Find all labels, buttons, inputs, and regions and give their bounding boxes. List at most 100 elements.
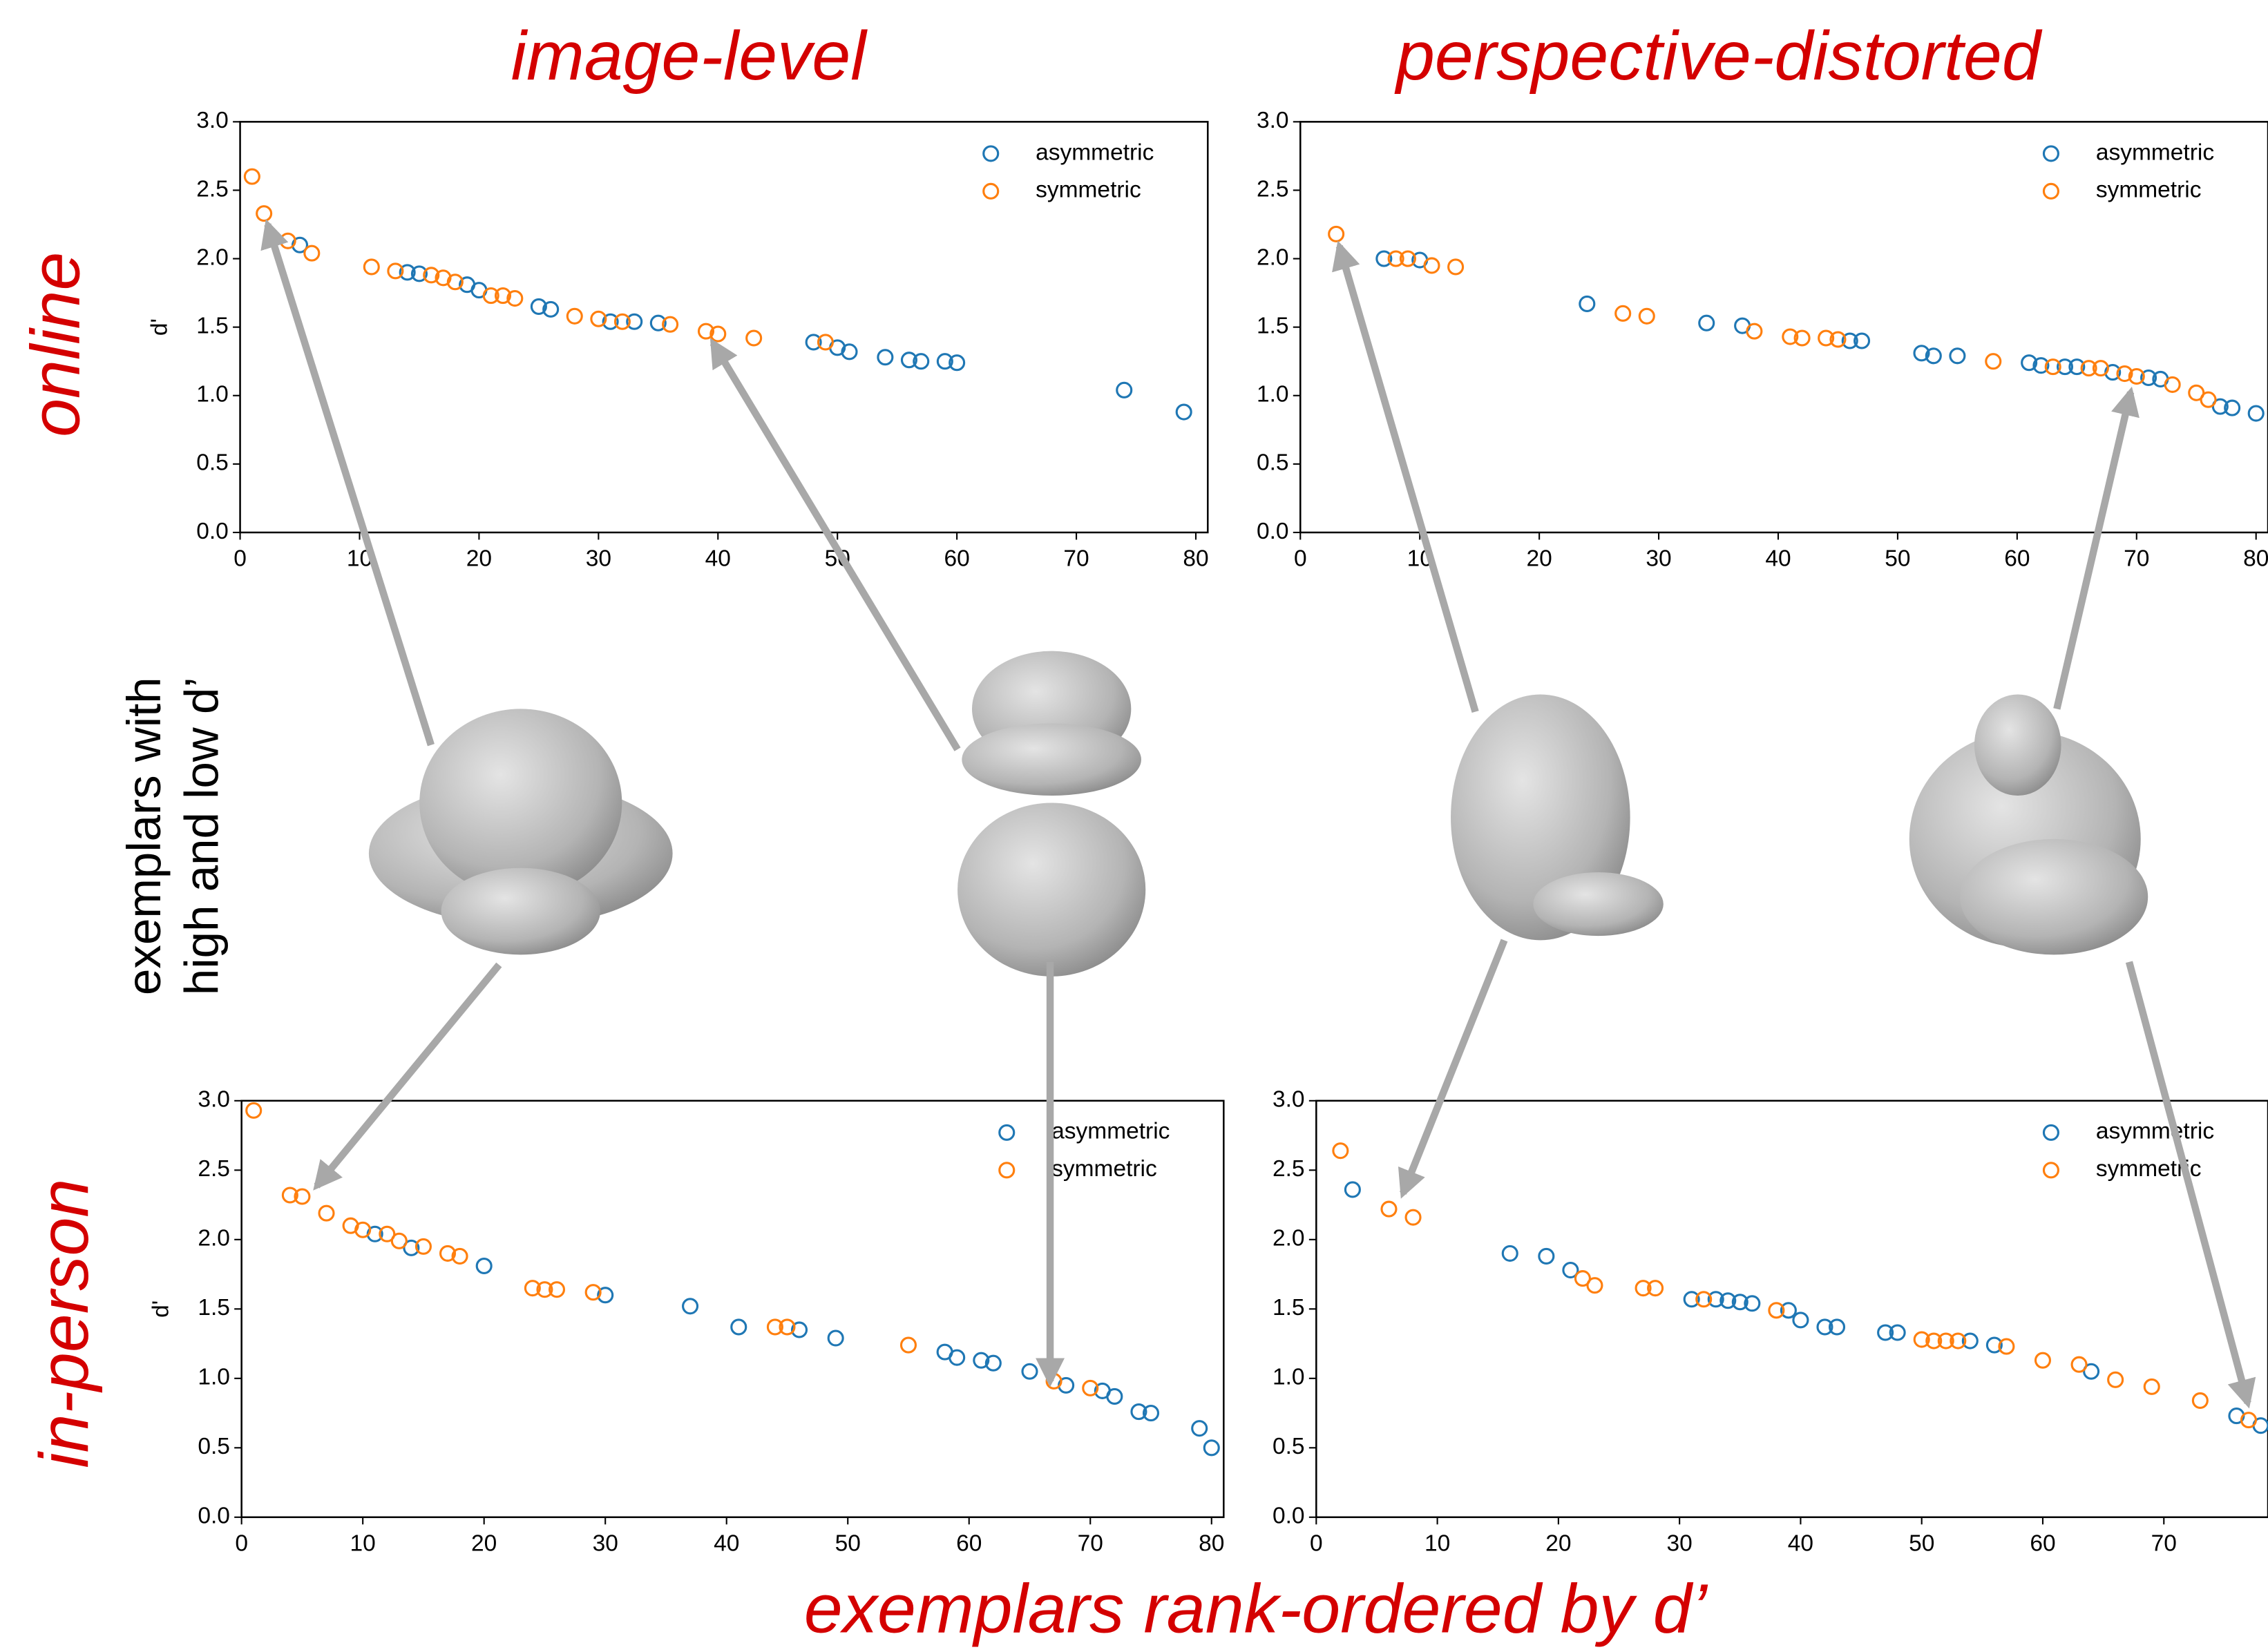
x-tick-label: 30 xyxy=(1667,1530,1693,1556)
x-tick-label: 40 xyxy=(1765,546,1791,572)
scatter-point xyxy=(1950,349,1965,363)
middle-label: exemplars with xyxy=(117,677,171,995)
y-tick-label: 0.0 xyxy=(1273,1504,1305,1529)
shape xyxy=(369,709,673,954)
x-tick-label: 0 xyxy=(1294,546,1307,572)
scatter-point xyxy=(245,169,259,184)
scatter-point xyxy=(1176,405,1191,419)
x-tick-label: 70 xyxy=(2151,1530,2177,1556)
scatter-point xyxy=(1382,1202,1396,1216)
scatter-point xyxy=(2193,1394,2207,1408)
y-tick-label: 2.0 xyxy=(1257,244,1289,270)
y-tick-label: 2.5 xyxy=(196,176,229,202)
scatter-point xyxy=(2072,1357,2086,1372)
subplot: 0.00.51.01.52.02.53.001020304050607080d'… xyxy=(148,1087,1224,1557)
middle-label: high and low d’ xyxy=(175,677,229,995)
legend-marker xyxy=(2043,1125,2058,1140)
scatter-point xyxy=(364,260,379,274)
arrow xyxy=(1403,940,1505,1193)
y-tick-label: 1.0 xyxy=(198,1365,230,1390)
legend-marker xyxy=(1000,1163,1014,1178)
arrow xyxy=(713,343,957,749)
x-tick-label: 20 xyxy=(1545,1530,1571,1556)
legend-marker xyxy=(2043,184,2058,198)
x-tick-label: 70 xyxy=(1063,546,1089,572)
y-tick-label: 1.5 xyxy=(1257,313,1289,338)
x-tick-label: 10 xyxy=(350,1530,376,1556)
y-tick-label: 2.0 xyxy=(196,244,229,270)
x-tick-label: 50 xyxy=(835,1530,861,1556)
y-tick-label: 3.0 xyxy=(1273,1087,1305,1113)
figure: image-level perspective-distorted online… xyxy=(0,0,2268,1652)
arrow xyxy=(317,965,499,1186)
x-tick-label: 40 xyxy=(1788,1530,1813,1556)
x-tick-label: 30 xyxy=(586,546,611,572)
y-tick-label: 0.0 xyxy=(196,519,229,544)
x-tick-label: 0 xyxy=(1310,1530,1323,1556)
x-tick-label: 80 xyxy=(1183,546,1208,572)
scatter-point xyxy=(392,1233,406,1248)
scatter-point xyxy=(319,1206,334,1220)
scatter-point xyxy=(1503,1246,1517,1260)
column-title: perspective-distorted xyxy=(1394,17,2043,95)
scatter-point xyxy=(305,246,319,260)
legend-marker xyxy=(984,146,998,161)
scatter-point xyxy=(2108,1372,2123,1387)
y-tick-label: 0.5 xyxy=(1273,1434,1305,1459)
scatter-point xyxy=(477,1259,491,1274)
x-tick-label: 30 xyxy=(1646,546,1671,572)
scatter-point xyxy=(878,350,893,365)
x-tick-label: 20 xyxy=(466,546,492,572)
scatter-point xyxy=(828,1331,843,1345)
x-tick-label: 60 xyxy=(956,1530,982,1556)
scatter-point xyxy=(950,1350,964,1365)
scatter-point xyxy=(1424,258,1439,273)
x-tick-label: 0 xyxy=(234,546,247,572)
legend-marker xyxy=(1000,1125,1014,1140)
y-tick-label: 3.0 xyxy=(198,1087,230,1113)
arrow xyxy=(2057,392,2131,709)
arrow xyxy=(1340,246,1476,711)
arrow xyxy=(267,224,431,745)
y-axis-label: d' xyxy=(146,318,172,336)
x-axis-title: exemplars rank-ordered by d’ xyxy=(804,1571,1708,1648)
legend-marker xyxy=(2043,1163,2058,1178)
scatter-point xyxy=(1449,260,1463,274)
y-tick-label: 1.5 xyxy=(198,1295,230,1320)
scatter-point xyxy=(1639,309,1654,323)
x-tick-label: 60 xyxy=(2004,546,2030,572)
scatter-point xyxy=(567,309,582,323)
x-tick-label: 30 xyxy=(593,1530,618,1556)
x-tick-label: 70 xyxy=(2124,546,2149,572)
y-tick-label: 2.0 xyxy=(1273,1226,1305,1251)
scatter-point xyxy=(1580,296,1594,311)
x-tick-label: 80 xyxy=(2243,546,2268,572)
y-tick-label: 2.5 xyxy=(1257,176,1289,202)
scatter-point xyxy=(1345,1182,1360,1197)
scatter-point xyxy=(1539,1249,1554,1263)
scatter-point xyxy=(1986,354,2001,369)
scatter-point xyxy=(1699,316,1714,330)
x-tick-label: 0 xyxy=(235,1530,248,1556)
scatter-point xyxy=(1022,1364,1037,1379)
scatter-point xyxy=(1204,1441,1219,1455)
scatter-point xyxy=(1616,306,1630,320)
legend-label: symmetric xyxy=(1036,177,1141,203)
scatter-point xyxy=(1192,1421,1207,1436)
scatter-point xyxy=(1333,1144,1348,1158)
legend-marker xyxy=(2043,146,2058,161)
scatter-point xyxy=(1588,1278,1602,1293)
scatter-point xyxy=(2165,377,2180,392)
legend-label: symmetric xyxy=(1051,1156,1157,1182)
page: {"column_titles":["image-level","perspec… xyxy=(0,0,2268,1652)
x-tick-label: 60 xyxy=(2030,1530,2055,1556)
row-label: in-person xyxy=(26,1179,103,1468)
legend-label: asymmetric xyxy=(1051,1119,1170,1144)
y-tick-label: 0.5 xyxy=(196,450,229,476)
scatter-point xyxy=(1107,1389,1122,1403)
scatter-point xyxy=(1793,1313,1808,1327)
y-tick-label: 3.0 xyxy=(1257,108,1289,133)
x-tick-label: 70 xyxy=(1078,1530,1103,1556)
legend-label: symmetric xyxy=(2096,177,2202,203)
